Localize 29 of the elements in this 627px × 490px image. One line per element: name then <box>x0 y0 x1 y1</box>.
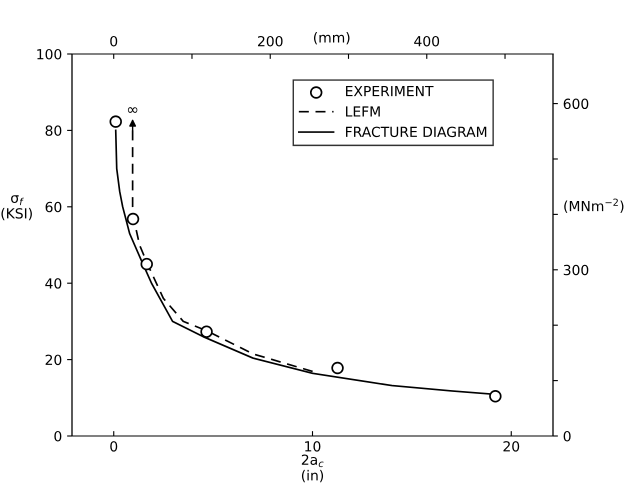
y-axis-title: σ$_{f}$ (KSI) <box>1 195 32 220</box>
x-tick-label: 20 <box>503 441 520 452</box>
point <box>110 115 122 128</box>
y-tick-label: 60 <box>46 202 62 212</box>
x-axis-title: 2a$_{c}$ (in) <box>302 454 324 482</box>
x2-tick-label: 200 <box>258 36 283 46</box>
y-tick-label: 40 <box>45 278 62 289</box>
point <box>140 258 153 270</box>
x-tick-label: 0 <box>110 441 118 452</box>
point <box>200 326 213 338</box>
point <box>126 212 140 226</box>
y-tick-label: 20 <box>46 354 62 366</box>
y2-axis-title: (MNm$^{−2}$) <box>564 198 624 213</box>
x-tick-label: 10 <box>305 441 320 452</box>
x2-tick-label: 0 <box>110 36 118 46</box>
point <box>489 390 502 402</box>
x2-tick-label: 400 <box>414 36 440 46</box>
y2-tick-label: 0 <box>564 430 571 442</box>
y-tick-label: 0 <box>54 430 62 442</box>
legend-label: LEFM <box>346 106 380 117</box>
point <box>331 362 344 374</box>
y-tick-label: 100 <box>37 48 62 60</box>
x2-axis-title: (mm) <box>314 32 350 44</box>
annotation: ∞ <box>128 107 138 113</box>
legend-label: EXPERIMENT <box>346 86 434 96</box>
legend-label: FRACTURE DIAGRAM <box>346 126 486 138</box>
y2-tick-label: 300 <box>564 264 588 276</box>
y-tick-label: 80 <box>46 125 62 136</box>
y2-tick-label: 600 <box>564 98 588 110</box>
